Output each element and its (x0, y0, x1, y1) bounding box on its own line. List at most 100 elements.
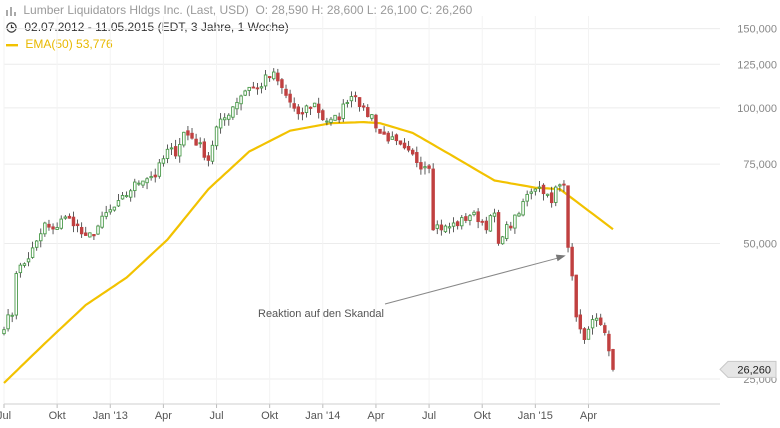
candle-body (84, 232, 88, 236)
candle-body (357, 97, 362, 107)
candle (206, 152, 211, 167)
candle-body (558, 184, 562, 187)
candle (402, 138, 407, 150)
candle-body (165, 148, 170, 159)
candle (545, 193, 550, 198)
candle (18, 262, 23, 278)
candle (96, 224, 100, 235)
candle-body (398, 140, 403, 145)
candle-body (423, 166, 427, 169)
y-tick-label: 150,000 (737, 24, 777, 36)
candle-body (411, 149, 415, 155)
candle-body (222, 117, 227, 121)
candle (104, 205, 108, 220)
x-tick-label: Apr (155, 410, 172, 422)
candle (280, 78, 284, 94)
candle-body (161, 158, 166, 164)
candle (586, 326, 591, 340)
candle-body (198, 142, 202, 145)
candle-body (549, 192, 554, 204)
candle-body (578, 314, 583, 330)
candle-body (214, 126, 219, 147)
candle (447, 222, 452, 234)
x-tick-label: Jan '15 (518, 410, 553, 422)
gridlines (3, 16, 720, 404)
candle-body (75, 223, 80, 227)
candle-body (386, 132, 390, 142)
candle-body (439, 224, 444, 231)
candle (51, 223, 55, 235)
candle-body (415, 152, 419, 163)
date-range-text: 02.07.2012 - 11.05.2015 (EDT, 3 Jahre, 1… (24, 20, 289, 34)
candle (492, 208, 497, 223)
candle-body (210, 144, 215, 162)
candle (39, 228, 43, 248)
candle (137, 180, 141, 186)
candle-body (537, 186, 542, 189)
candle (529, 188, 533, 200)
candle-body (190, 132, 194, 139)
candle-body (247, 86, 251, 91)
candle-body (435, 224, 439, 229)
candle-body (603, 325, 607, 333)
candle-body (570, 246, 574, 277)
x-tick-label: Okt (49, 410, 66, 422)
candle-body (292, 103, 296, 109)
candle (574, 274, 578, 322)
chart-title: Lumber Liquidators Hldgs Inc. (Last, USD… (6, 3, 472, 17)
candle (182, 131, 186, 148)
candle (34, 240, 39, 251)
candle-body (67, 215, 72, 219)
x-tick-label: Jul (0, 410, 11, 422)
candle-body (492, 212, 497, 217)
candle-body (468, 215, 472, 221)
candle-body (79, 227, 84, 235)
candle-body (173, 146, 178, 157)
candle (341, 99, 345, 123)
candle (382, 126, 386, 135)
candle (190, 127, 194, 140)
x-tick-label: Okt (474, 410, 491, 422)
candle-body (509, 225, 513, 229)
candle-body (10, 314, 14, 317)
candle (533, 188, 538, 196)
candle-body (218, 118, 223, 129)
y-tick-label: 50,000 (743, 238, 777, 250)
candle-body (263, 74, 268, 87)
candle-body (533, 188, 538, 192)
candle (161, 155, 166, 167)
candle-body (312, 102, 317, 108)
candle-body (341, 103, 345, 119)
candle-body (100, 215, 104, 228)
candle (267, 76, 272, 82)
candle-body (39, 233, 43, 242)
candle-body (455, 221, 460, 227)
candle (173, 139, 178, 159)
candle (566, 185, 570, 253)
candle (562, 180, 566, 192)
annotation-arrow-line (384, 257, 560, 305)
candle-body (133, 181, 137, 192)
y-tick-label: 100,000 (737, 103, 777, 115)
candle-body (464, 216, 468, 221)
candle-body (59, 218, 63, 229)
candle-body (406, 145, 411, 151)
candle-body (14, 273, 18, 316)
candle (227, 113, 231, 126)
candle (321, 108, 325, 121)
candle-body (554, 186, 558, 203)
candle-body (321, 110, 325, 121)
candle-body (431, 168, 435, 231)
candle (476, 208, 480, 229)
candle (300, 107, 305, 121)
candle (145, 177, 149, 190)
candle (406, 140, 411, 153)
candle (513, 214, 517, 234)
ema-value: 53,776 (76, 37, 113, 51)
candle (455, 220, 460, 230)
date-range: 02.07.2012 - 11.05.2015 (EDT, 3 Jahre, 1… (6, 20, 289, 34)
x-tick-label: Jan '13 (93, 410, 128, 422)
candle (157, 158, 162, 179)
candle-body (349, 96, 354, 102)
